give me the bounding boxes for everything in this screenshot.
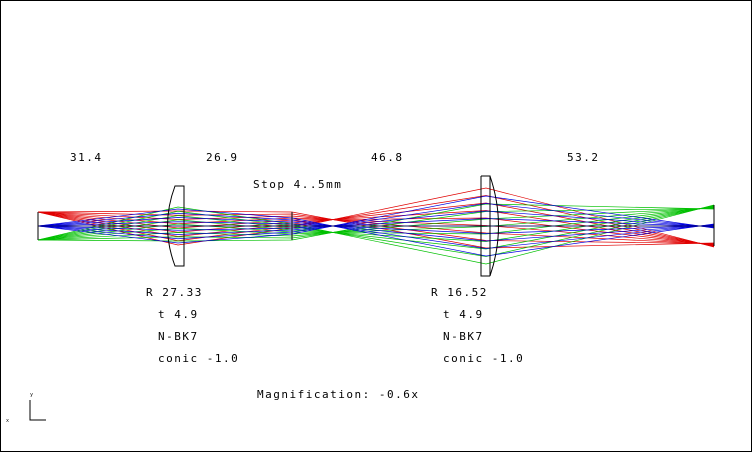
distance-label: 31.4: [70, 151, 103, 164]
lens-radius: R 16.52: [431, 286, 488, 299]
lens-glass: N-BK7: [443, 330, 484, 343]
magnification: Magnification: -0.6x: [257, 388, 419, 401]
lens-conic: conic -1.0: [158, 352, 239, 365]
lens-conic: conic -1.0: [443, 352, 524, 365]
lens-glass: N-BK7: [158, 330, 199, 343]
distance-label: 53.2: [567, 151, 600, 164]
lens-thickness: t 4.9: [443, 308, 484, 321]
lens-radius: R 27.33: [146, 286, 203, 299]
axis-glyph: [29, 400, 46, 421]
distance-label: 46.8: [371, 151, 404, 164]
lens: [480, 175, 499, 277]
lens-thickness: t 4.9: [158, 308, 199, 321]
distance-label: 26.9: [206, 151, 239, 164]
stop-label: Stop 4..5mm: [253, 178, 342, 191]
axis-label: y: [30, 392, 33, 398]
axis-label: x: [6, 418, 9, 424]
lens: [167, 185, 185, 267]
